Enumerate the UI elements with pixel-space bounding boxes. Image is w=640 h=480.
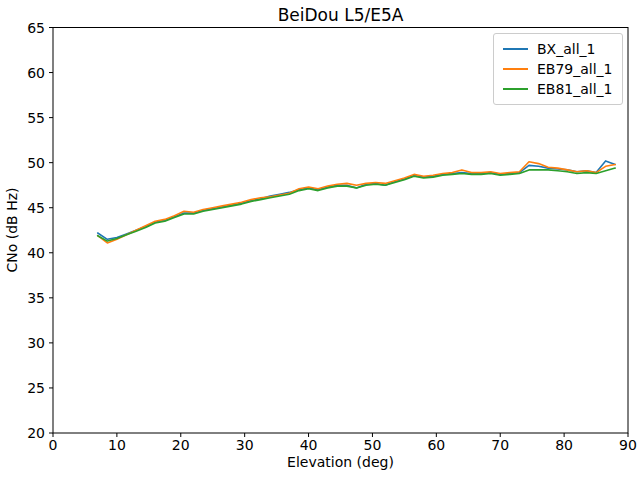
y-tick-label: 20: [27, 425, 45, 441]
series-line: [98, 161, 616, 239]
x-tick-label: 30: [236, 437, 254, 453]
x-tick-label: 20: [172, 437, 190, 453]
x-axis-label: Elevation (deg): [53, 454, 628, 470]
y-tick-label: 55: [27, 110, 45, 126]
legend-line-swatch: [503, 88, 528, 90]
y-tick-label: 25: [27, 380, 45, 396]
series-line: [98, 162, 616, 243]
x-tick-label: 90: [619, 437, 637, 453]
legend-line-swatch: [503, 68, 528, 70]
x-tick-label: 70: [491, 437, 509, 453]
legend-label: EB79_all_1: [537, 61, 613, 77]
y-tick-label: 35: [27, 290, 45, 306]
legend: BX_all_1 EB79_all_1 EB81_all_1: [493, 33, 623, 105]
x-tick-label: 50: [364, 437, 382, 453]
y-tick-label: 65: [27, 20, 45, 36]
y-tick-label: 50: [27, 155, 45, 171]
x-tick-label: 40: [300, 437, 318, 453]
legend-label: EB81_all_1: [537, 81, 613, 97]
series-line: [98, 168, 616, 241]
x-tick-label: 80: [555, 437, 573, 453]
y-tick-label: 60: [27, 65, 45, 81]
legend-entry: EB79_all_1: [503, 59, 613, 79]
x-tick-label: 0: [49, 437, 58, 453]
figure-canvas: BeiDou L5/E5A 01020304050607080902025303…: [0, 0, 640, 480]
x-tick-label: 10: [108, 437, 126, 453]
legend-entry: BX_all_1: [503, 39, 613, 59]
legend-line-swatch: [503, 48, 528, 50]
y-axis-label: CNo (dB Hz): [4, 187, 20, 272]
y-tick-label: 30: [27, 335, 45, 351]
y-tick-label: 40: [27, 245, 45, 261]
legend-label: BX_all_1: [537, 41, 595, 57]
x-tick-label: 60: [427, 437, 445, 453]
legend-entry: EB81_all_1: [503, 79, 613, 99]
y-tick-label: 45: [27, 200, 45, 216]
